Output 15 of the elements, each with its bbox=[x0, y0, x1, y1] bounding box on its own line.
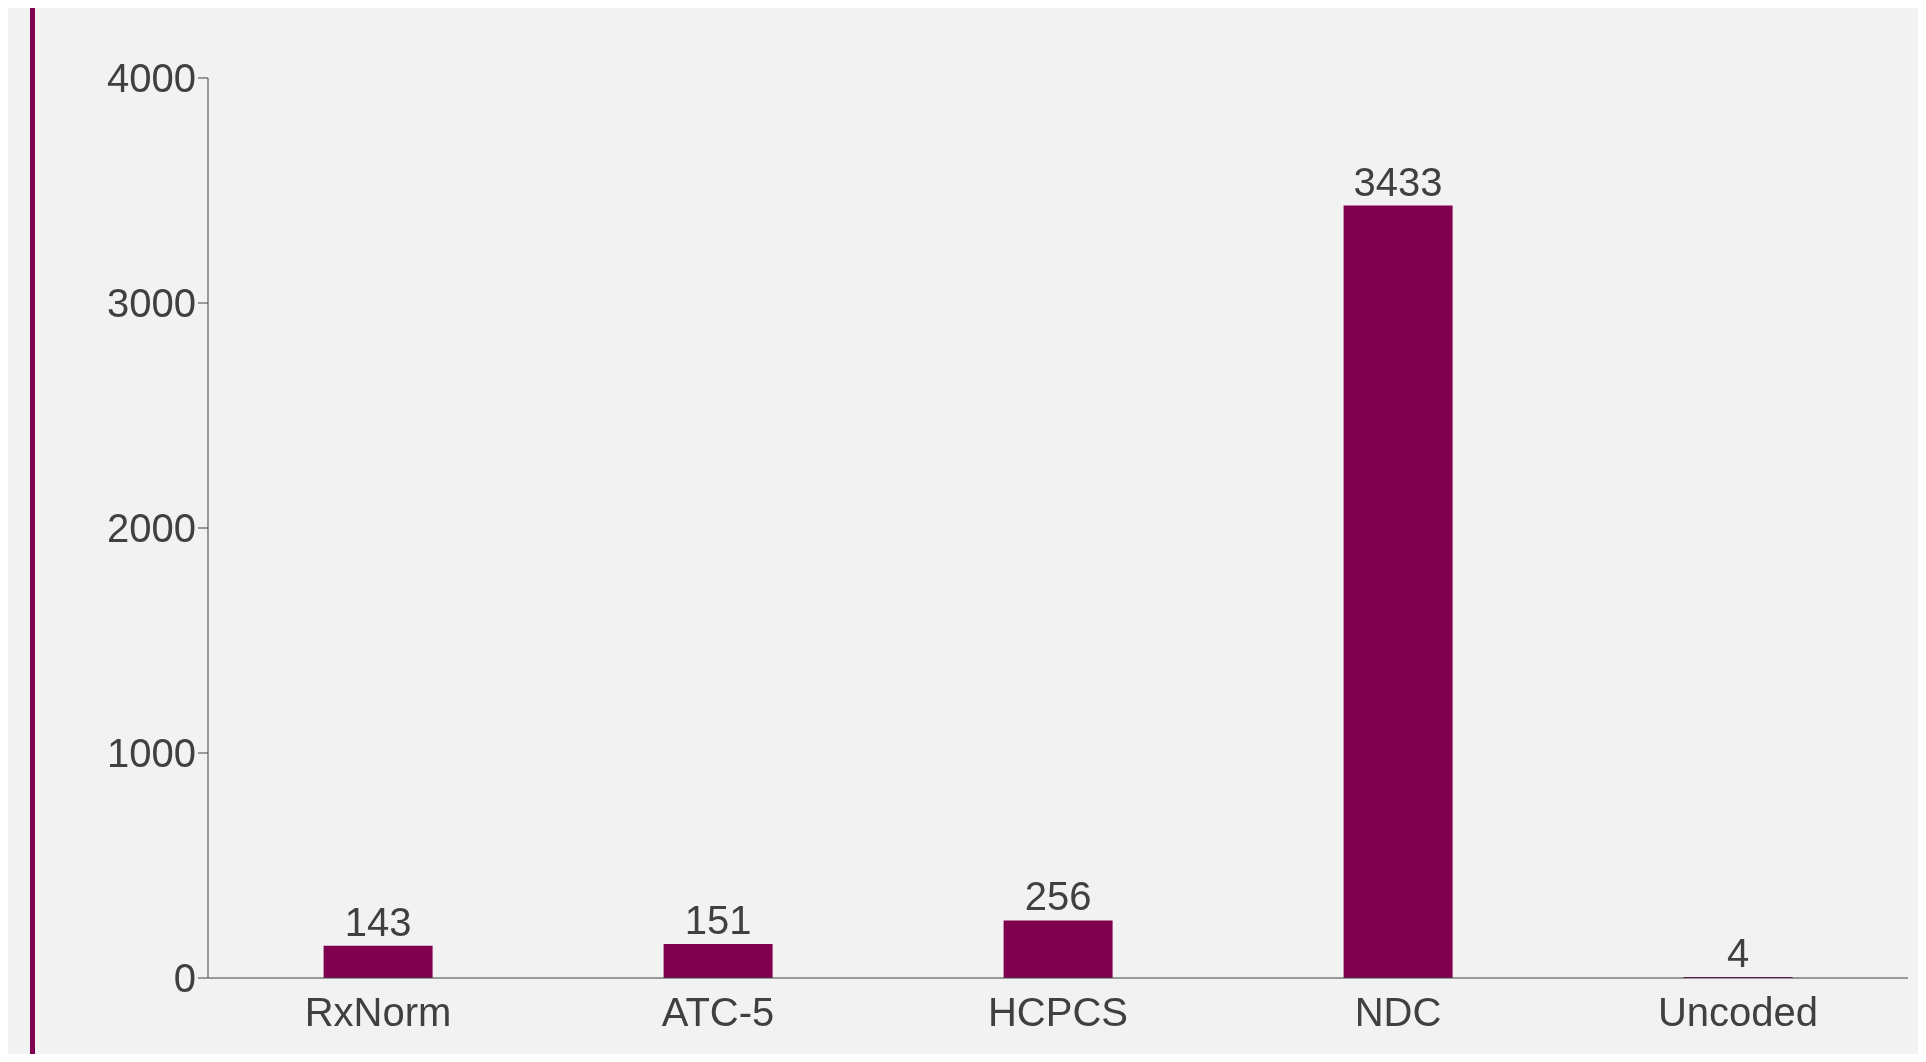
data-label: 4 bbox=[1726, 931, 1750, 976]
data-label: 143 bbox=[344, 899, 412, 944]
y-tick-label: 4000 bbox=[107, 56, 196, 101]
x-tick-label: NDC bbox=[1354, 990, 1442, 1035]
y-tick-label: 3000 bbox=[107, 281, 196, 326]
x-tick-label: Uncoded bbox=[1657, 990, 1819, 1035]
x-tick-label: RxNorm bbox=[304, 990, 452, 1035]
y-tick-label: 1000 bbox=[107, 731, 196, 776]
data-label: 151 bbox=[684, 898, 752, 943]
y-tick-label: 2000 bbox=[107, 506, 196, 551]
data-label: 3433 bbox=[1353, 159, 1443, 204]
x-tick-label: HCPCS bbox=[987, 990, 1129, 1035]
y-tick-label: 0 bbox=[173, 956, 196, 1001]
x-tick-label: ATC-5 bbox=[661, 990, 775, 1035]
data-label: 256 bbox=[1024, 874, 1092, 919]
